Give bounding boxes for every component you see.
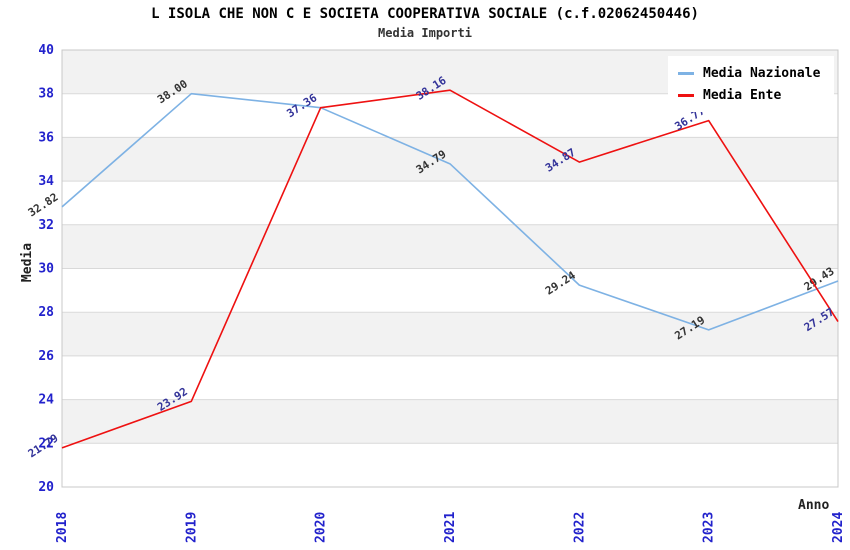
grid-band	[62, 399, 838, 444]
x-axis-title: Anno	[798, 498, 830, 513]
y-tick-label: 32	[38, 218, 54, 233]
legend-label: Media Nazionale	[703, 65, 821, 81]
series-line-media-nazionale	[61, 92, 839, 331]
y-tick-label: 26	[38, 349, 54, 364]
x-tick-label: 2019	[184, 512, 199, 543]
media-ente-line-swatch	[678, 93, 694, 97]
legend-item-media-ente: Media Ente	[678, 84, 826, 106]
media-nazionale-line-swatch	[678, 71, 694, 75]
x-tick-label: 2021	[443, 512, 458, 543]
y-tick-label: 34	[38, 174, 54, 189]
data-point-label: 29.24	[543, 269, 578, 298]
y-tick-label: 22	[38, 436, 54, 451]
y-tick-label: 38	[38, 87, 54, 102]
y-tick-label: 36	[38, 130, 54, 145]
grid-band	[62, 137, 838, 182]
x-tick-label: 2018	[55, 512, 70, 543]
legend: Media Nazionale Media Ente	[668, 56, 834, 112]
chart-subtitle: Media Importi	[378, 26, 472, 40]
legend-label: Media Ente	[703, 87, 782, 103]
data-point-label: 32.82	[26, 190, 61, 219]
data-point-label: 37.36	[284, 91, 319, 120]
x-tick-label: 2020	[314, 512, 329, 543]
grid-band	[62, 224, 838, 269]
x-tick-label: 2023	[702, 512, 717, 543]
y-tick-label: 30	[38, 262, 54, 277]
x-tick-label: 2024	[831, 512, 846, 543]
plot-border	[61, 49, 839, 488]
chart-title: L ISOLA CHE NON C E SOCIETA COOPERATIVA …	[151, 6, 699, 22]
y-tick-label: 28	[38, 305, 54, 320]
grid-band	[62, 312, 838, 356]
y-tick-label: 40	[38, 43, 54, 58]
y-axis-title: Media	[20, 242, 36, 283]
series-line-media-ente	[61, 89, 839, 449]
y-tick-label: 20	[38, 480, 54, 495]
y-tick-label: 24	[38, 393, 54, 408]
legend-item-media-nazionale: Media Nazionale	[678, 62, 826, 84]
x-tick-label: 2022	[572, 512, 587, 543]
